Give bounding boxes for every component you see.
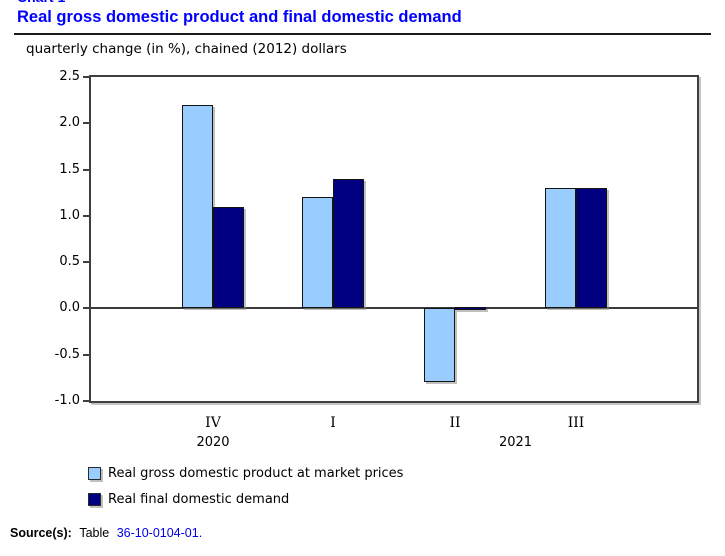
source-text: Table — [79, 526, 110, 540]
bar-demand-iii — [576, 188, 607, 309]
y-tick-label--1.0: -1.0 — [54, 393, 80, 408]
y-tick-label-1.0: 1.0 — [59, 207, 80, 223]
y-tick-mark — [83, 307, 90, 310]
x-year-2021: 2021 — [498, 435, 533, 450]
x-label-ii: II — [449, 415, 461, 431]
y-tick-label-2.0: 2.0 — [59, 115, 80, 131]
bar-gdp-ii — [424, 308, 455, 383]
y-tick-mark — [83, 261, 90, 264]
bar-demand-iv — [213, 206, 244, 309]
gdp-legend-label: Real gross domestic product at market pr… — [108, 466, 404, 481]
source-table-link[interactable]: 36-10-0104-01. — [116, 526, 203, 540]
source-line: Source(s): Table 36-10-0104-01. — [10, 526, 202, 540]
zero-line — [91, 307, 697, 310]
bar-gdp-iii — [545, 188, 576, 309]
y-tick-label-0.0: 0.0 — [59, 300, 80, 316]
x-label-iii: III — [567, 415, 585, 431]
bar-demand-i — [333, 178, 364, 309]
legend-item-gdp: Real gross domestic product at market pr… — [88, 466, 403, 481]
page-title: Real gross domestic product and final do… — [17, 8, 462, 26]
chart-number-text: Chart 1 — [17, 0, 137, 5]
x-label-iv: IV — [205, 415, 221, 431]
demand-legend-swatch — [88, 493, 101, 506]
y-tick-mark — [83, 168, 90, 171]
plot-area — [89, 75, 699, 403]
x-year-2020: 2020 — [196, 435, 230, 450]
y-tick-label--0.5: -0.5 — [54, 346, 80, 362]
legend: Real gross domestic product at market pr… — [88, 466, 403, 518]
x-label-i: I — [330, 415, 336, 431]
chart-subtitle: quarterly change (in %), chained (2012) … — [26, 41, 347, 57]
bar-gdp-iv — [182, 104, 213, 309]
demand-legend-label: Real final domestic demand — [108, 492, 290, 507]
y-tick-mark — [83, 122, 90, 125]
bar-gdp-i — [302, 197, 333, 309]
clipped-chart-number: Chart 1 — [17, 0, 137, 6]
y-tick-mark — [83, 400, 90, 402]
y-tick-label-0.5: 0.5 — [59, 254, 80, 270]
y-tick-mark — [83, 76, 90, 78]
y-tick-mark — [83, 353, 90, 356]
legend-item-demand: Real final domestic demand — [88, 492, 403, 507]
y-tick-label-2.5: 2.5 — [59, 69, 80, 84]
y-tick-mark — [83, 214, 90, 217]
source-label: Source(s): — [10, 526, 72, 540]
gdp-legend-swatch — [88, 467, 101, 480]
y-tick-label-1.5: 1.5 — [59, 161, 80, 177]
title-divider — [14, 33, 711, 35]
bar-demand-ii — [455, 306, 486, 310]
